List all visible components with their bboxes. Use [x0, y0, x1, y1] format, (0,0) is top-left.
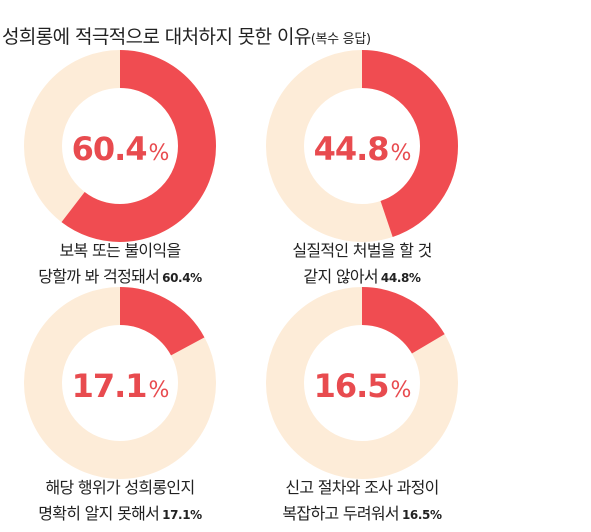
donut-percent-3: 17.1%	[40, 367, 200, 405]
donut-label-line1-3: 해당 행위가 성희롱인지	[45, 478, 196, 497]
donut-label-text2-3: 명확히 알지 못해서	[38, 504, 160, 523]
donut-label-value-1: 60.4%	[162, 271, 202, 285]
donut-chart-4: 16.5% 신고 절차와 조사 과정이 복잡하고 두려워서 16.5%	[242, 287, 482, 532]
donut-svg-4	[266, 287, 458, 479]
donut-percent-2: 44.8%	[282, 130, 442, 168]
donut-percent-value-4: 16.5	[313, 367, 390, 405]
chart-title: 성희롱에 적극적으로 대처하지 못한 이유(복수 응답)	[2, 22, 371, 49]
donut-label-line1-2: 실질적인 처벌을 할 것	[292, 241, 432, 260]
donut-slice-2	[266, 50, 458, 242]
donut-svg-2	[266, 50, 458, 242]
donut-label-line2-3: 명확히 알지 못해서 17.1%	[0, 501, 240, 528]
donut-svg-1	[24, 50, 216, 242]
donut-chart-2: 44.8% 실질적인 처벌을 할 것 같지 않아서 44.8%	[242, 50, 482, 300]
donut-label-line1-4: 신고 절차와 조사 과정이	[285, 478, 439, 497]
donut-label-value-3: 17.1%	[162, 508, 202, 522]
donut-chart-3: 17.1% 해당 행위가 성희롱인지 명확히 알지 못해서 17.1%	[0, 287, 240, 532]
donut-chart-1: 60.4% 보복 또는 불이익을 당할까 봐 걱정돼서 60.4%	[0, 50, 240, 300]
donut-label-line1-1: 보복 또는 불이익을	[59, 241, 182, 260]
donut-label-line2-2: 같지 않아서 44.8%	[242, 264, 482, 291]
donut-percent-4: 16.5%	[282, 367, 442, 405]
donut-percent-value-3: 17.1	[71, 367, 148, 405]
donut-slice-1	[24, 50, 216, 242]
donut-percent-unit-1: %	[148, 141, 170, 166]
donut-label-4: 신고 절차와 조사 과정이 복잡하고 두려워서 16.5%	[242, 475, 482, 528]
donut-percent-unit-4: %	[390, 378, 412, 403]
donut-percent-value-1: 60.4	[71, 130, 148, 168]
donut-label-line2-1: 당할까 봐 걱정돼서 60.4%	[0, 264, 240, 291]
donut-label-text2-4: 복잡하고 두려워서	[282, 504, 399, 523]
donut-percent-value-2: 44.8	[313, 130, 390, 168]
donut-label-1: 보복 또는 불이익을 당할까 봐 걱정돼서 60.4%	[0, 238, 240, 291]
donut-label-text2-1: 당할까 봐 걱정돼서	[38, 267, 160, 286]
donut-percent-unit-2: %	[390, 141, 412, 166]
chart-title-text: 성희롱에 적극적으로 대처하지 못한 이유	[2, 26, 311, 48]
donut-slice-3	[24, 287, 216, 479]
donut-label-2: 실질적인 처벌을 할 것 같지 않아서 44.8%	[242, 238, 482, 291]
donut-label-text2-2: 같지 않아서	[303, 267, 378, 286]
donut-label-line2-4: 복잡하고 두려워서 16.5%	[242, 501, 482, 528]
donut-svg-3	[24, 287, 216, 479]
donut-label-value-2: 44.8%	[380, 271, 421, 285]
donut-label-3: 해당 행위가 성희롱인지 명확히 알지 못해서 17.1%	[0, 475, 240, 528]
chart-subtitle: (복수 응답)	[310, 32, 371, 47]
donut-percent-unit-3: %	[148, 378, 170, 403]
donut-percent-1: 60.4%	[40, 130, 200, 168]
donut-label-value-4: 16.5%	[401, 508, 442, 522]
donut-slice-4	[266, 287, 458, 479]
